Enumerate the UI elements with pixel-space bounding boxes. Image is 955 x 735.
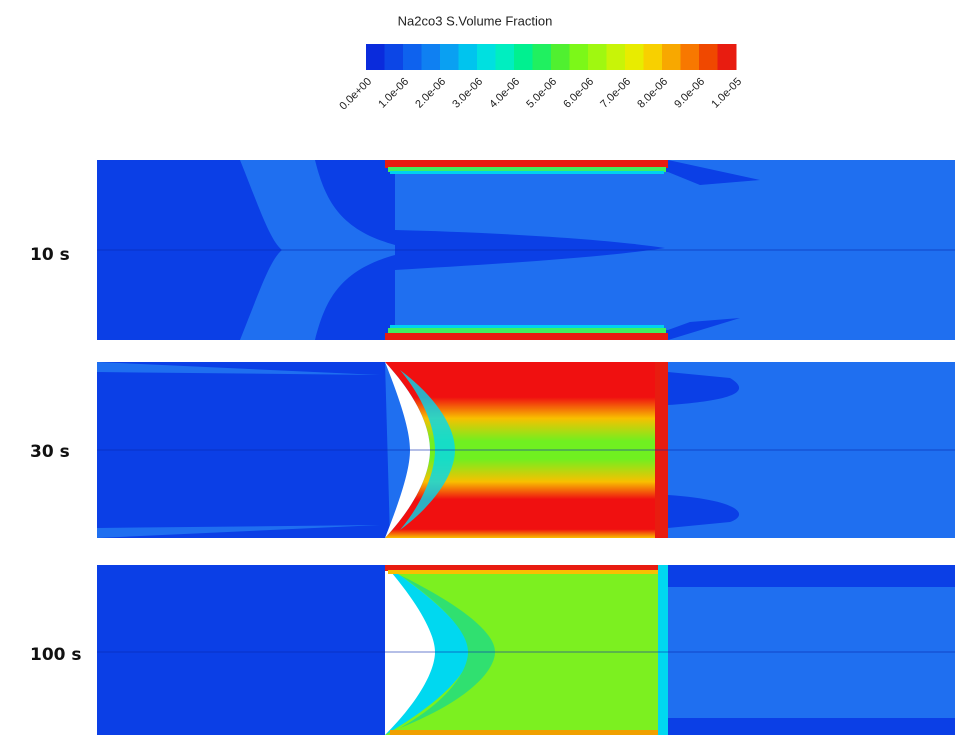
colorbar-tick-label: 4.0e-06	[487, 76, 522, 111]
colorbar-swatch	[495, 44, 515, 70]
colorbar	[366, 44, 737, 70]
colorbar-tick-label: 7.0e-06	[598, 76, 633, 111]
colorbar-swatch	[699, 44, 718, 70]
colorbar-tick-label: 0.0e+00	[337, 76, 374, 113]
colorbar-swatch	[384, 44, 404, 70]
panel-label: 100 s	[30, 645, 82, 665]
colorbar-tick-label: 9.0e-06	[672, 76, 707, 111]
colorbar-swatch	[551, 44, 570, 70]
colorbar-swatch	[662, 44, 681, 70]
colorbar-swatch	[532, 44, 552, 70]
colorbar-tick-label: 5.0e-06	[524, 76, 559, 111]
colorbar-title: Na2co3 S.Volume Fraction	[398, 13, 553, 28]
colorbar-swatch	[477, 44, 496, 70]
colorbar-swatch	[421, 44, 441, 70]
colorbar-swatch	[440, 44, 459, 70]
colorbar-tick-label: 2.0e-06	[413, 76, 448, 111]
colorbar-swatch	[625, 44, 644, 70]
colorbar-tick-label: 1.0e-05	[709, 76, 744, 111]
colorbar-swatch	[680, 44, 700, 70]
colorbar-swatch	[403, 44, 422, 70]
colorbar-swatch	[458, 44, 478, 70]
colorbar-tick-label: 1.0e-06	[376, 76, 411, 111]
colorbar-ticks: 0.0e+00 1.0e-06 2.0e-06 3.0e-06 4.0e-06 5.0e-…	[337, 76, 744, 113]
colorbar-tick-label: 8.0e-06	[635, 76, 670, 111]
colorbar-swatch	[606, 44, 626, 70]
colorbar-swatch	[366, 44, 385, 70]
contour-panel	[97, 160, 955, 340]
contour-panel	[97, 362, 955, 538]
colorbar-swatch	[588, 44, 607, 70]
colorbar-swatch	[569, 44, 589, 70]
panel-label: 30 s	[30, 442, 70, 462]
colorbar-swatch	[643, 44, 663, 70]
colorbar-swatch	[717, 44, 737, 70]
panel-label: 10 s	[30, 245, 70, 265]
contour-panel	[97, 565, 955, 735]
colorbar-swatch	[514, 44, 533, 70]
colorbar-tick-label: 6.0e-06	[561, 76, 596, 111]
colorbar-tick-label: 3.0e-06	[450, 76, 485, 111]
